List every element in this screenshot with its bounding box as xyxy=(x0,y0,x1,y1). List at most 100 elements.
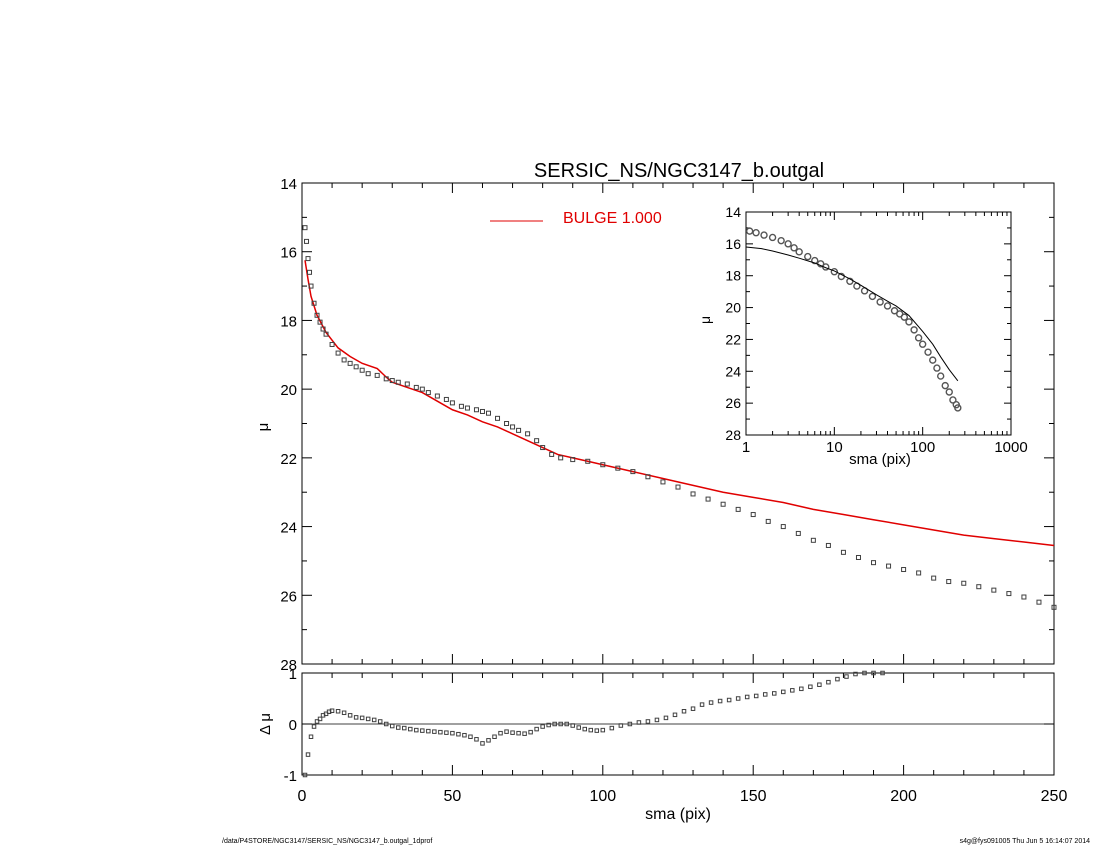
inset-x-axis-label: sma (pix) xyxy=(849,451,911,468)
bulge-model-line xyxy=(304,260,1055,547)
residual-point-marker xyxy=(708,700,714,705)
inset-data-marker xyxy=(945,388,953,396)
data-point-marker xyxy=(314,312,320,318)
data-point-marker xyxy=(425,390,431,396)
data-point-marker xyxy=(374,372,380,378)
residual-point-marker xyxy=(377,719,383,724)
data-point-marker xyxy=(630,469,636,475)
data-point-marker xyxy=(558,455,564,461)
residual-point-marker xyxy=(305,752,311,757)
data-point-marker xyxy=(840,549,846,555)
data-point-marker xyxy=(323,331,329,337)
data-point-marker xyxy=(534,438,540,444)
residual-point-marker xyxy=(396,725,401,730)
main-y-tick-label: 28 xyxy=(280,657,297,674)
data-point-marker xyxy=(304,238,310,244)
main-y-tick-label: 18 xyxy=(280,313,297,330)
residual-point-marker xyxy=(444,730,449,735)
residual-point-marker xyxy=(735,696,741,701)
data-point-marker xyxy=(516,427,522,433)
residual-point-marker xyxy=(504,729,509,734)
inset-data-marker xyxy=(790,244,798,252)
inset-x-tick-label: 100 xyxy=(910,439,935,456)
residual-point-marker xyxy=(528,729,533,735)
inset-data-marker xyxy=(868,292,877,301)
data-point-marker xyxy=(1051,604,1057,610)
residual-point-marker xyxy=(781,689,786,695)
data-point-marker xyxy=(795,530,801,536)
residual-point-marker xyxy=(799,686,804,692)
residual-point-marker xyxy=(772,691,777,696)
residual-point-marker xyxy=(402,725,407,731)
data-point-marker xyxy=(810,537,816,543)
residual-point-marker xyxy=(347,713,353,718)
residual-point-marker xyxy=(498,730,503,736)
data-point-marker xyxy=(395,379,401,385)
residual-x-tick-label: 100 xyxy=(589,788,616,805)
data-point-marker xyxy=(901,567,907,573)
inset-y-tick-label: 26 xyxy=(725,395,741,411)
data-point-marker xyxy=(308,283,314,289)
residual-x-tick-label: 0 xyxy=(298,788,307,805)
residual-point-marker xyxy=(762,692,768,697)
data-point-marker xyxy=(600,462,606,468)
data-point-marker xyxy=(504,421,510,426)
residual-y-axis-label: Δ μ xyxy=(257,713,274,735)
inset-data-marker xyxy=(876,298,884,306)
inset-data-marker xyxy=(900,313,909,321)
data-point-marker xyxy=(585,458,591,464)
data-point-marker xyxy=(525,431,531,437)
residual-point-marker xyxy=(335,709,341,714)
residual-point-marker xyxy=(389,723,395,729)
data-point-marker xyxy=(690,491,696,497)
residual-point-marker xyxy=(636,720,642,725)
legend-label: BULGE 1.000 xyxy=(563,210,662,227)
residual-point-marker xyxy=(853,671,858,677)
residual-point-marker xyxy=(862,670,867,676)
data-point-marker xyxy=(855,554,861,560)
residual-point-marker xyxy=(576,725,581,730)
inset-y-tick-label: 20 xyxy=(725,300,741,316)
residual-point-marker xyxy=(432,729,437,734)
residual-point-marker xyxy=(359,715,365,721)
main-y-tick-label: 26 xyxy=(280,588,297,605)
data-point-marker xyxy=(1021,594,1027,600)
residual-point-marker xyxy=(871,670,876,676)
data-point-marker xyxy=(946,579,952,585)
data-point-marker xyxy=(302,225,308,231)
residual-point-marker xyxy=(618,723,624,728)
residual-point-marker xyxy=(744,694,750,700)
inset-y-tick-label: 18 xyxy=(725,268,741,284)
inset-x-tick-label: 1000 xyxy=(994,439,1027,456)
inset-plot-frame xyxy=(745,211,1012,436)
data-point-marker xyxy=(473,407,479,413)
inset-x-tick-label: 10 xyxy=(826,439,843,456)
residual-point-marker xyxy=(420,728,425,733)
residual-x-tick-label: 50 xyxy=(444,788,462,805)
inset-data-marker xyxy=(811,256,819,265)
data-point-marker xyxy=(780,524,786,530)
residual-point-marker xyxy=(480,741,485,746)
residual-point-marker xyxy=(588,727,594,733)
main-y-tick-label: 16 xyxy=(280,245,297,262)
data-point-marker xyxy=(347,360,353,366)
residual-point-marker xyxy=(726,697,732,703)
residual-point-marker xyxy=(645,719,651,724)
residual-point-marker xyxy=(308,734,314,739)
inset-data-marker xyxy=(768,233,777,242)
residual-point-marker xyxy=(426,728,431,734)
data-point-marker xyxy=(383,376,389,382)
data-point-marker xyxy=(825,542,831,548)
inset-data-marker xyxy=(933,364,941,372)
inset-data-marker xyxy=(918,340,927,348)
data-point-marker xyxy=(705,496,711,502)
data-point-marker xyxy=(510,424,516,430)
data-point-marker xyxy=(1006,591,1012,597)
inset-data-marker xyxy=(954,404,962,412)
main-plot-panel: 14 16 18 20 22 24 26 28 BULGE 1.000 μ xyxy=(255,176,1057,674)
residual-point-marker xyxy=(654,717,660,723)
residual-point-marker xyxy=(438,729,443,735)
residual-point-marker xyxy=(534,726,539,732)
